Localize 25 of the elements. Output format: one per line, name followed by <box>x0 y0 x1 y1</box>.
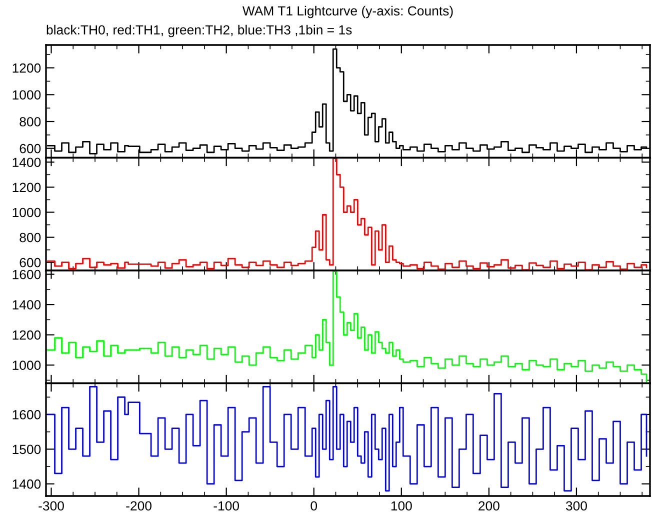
chart-subtitle: black:TH0, red:TH1, green:TH2, blue:TH3 ,1bin = 1s <box>46 24 352 38</box>
x-tick-label: 300 <box>566 501 587 511</box>
y-tick-label: 600 <box>20 144 41 154</box>
y-tick-label: 800 <box>20 232 41 242</box>
x-tick-label: -200 <box>126 501 152 511</box>
y-tick-label: 1000 <box>12 208 41 218</box>
x-tick-label: 200 <box>478 501 500 511</box>
y-tick-label: 800 <box>20 117 41 126</box>
y-tick-label: 1000 <box>12 90 41 100</box>
y-tick-label: 1400 <box>12 300 41 310</box>
x-tick-label: -100 <box>214 501 240 511</box>
y-tick-label: 1200 <box>12 330 41 340</box>
chart-title: WAM T1 Lightcurve (y-axis: Counts) <box>242 6 453 18</box>
y-tick-label: 1400 <box>12 158 41 168</box>
y-tick-label: 1600 <box>12 410 41 420</box>
y-tick-label: 1200 <box>12 182 41 192</box>
y-tick-label: 1200 <box>12 63 41 73</box>
x-tick-label: 100 <box>391 501 412 511</box>
x-tick-label: -300 <box>38 501 64 511</box>
y-tick-label: 1600 <box>12 270 41 280</box>
x-tick-label: 0 <box>310 501 318 511</box>
y-tick-label: 600 <box>20 258 41 268</box>
y-tick-label: 1400 <box>12 479 41 489</box>
y-tick-label: 1500 <box>12 444 41 454</box>
y-tick-label: 1000 <box>12 360 41 370</box>
